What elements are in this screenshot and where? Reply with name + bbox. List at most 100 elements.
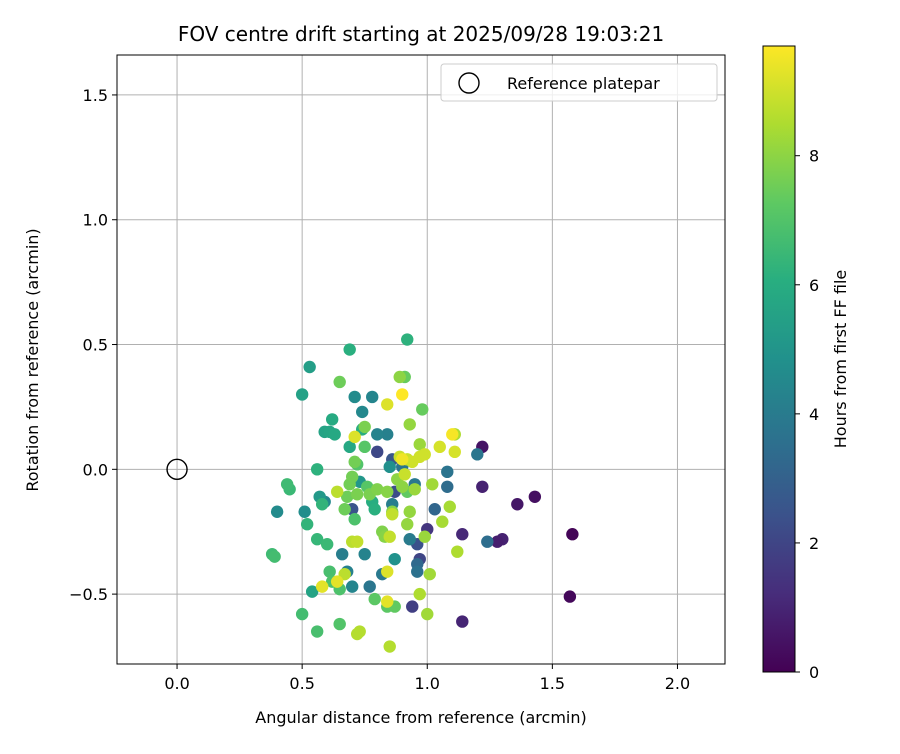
data-point bbox=[345, 580, 359, 593]
x-axis-ticks: 0.0 0.5 1.0 1.5 2.0 bbox=[164, 664, 690, 693]
data-point bbox=[396, 453, 409, 466]
data-point bbox=[310, 463, 324, 476]
data-point bbox=[371, 445, 384, 459]
reference-platepar-marker bbox=[166, 458, 188, 481]
data-point bbox=[295, 388, 309, 401]
data-point bbox=[381, 428, 394, 441]
data-point bbox=[315, 580, 329, 593]
legend-box bbox=[440, 63, 718, 102]
data-point bbox=[315, 498, 329, 511]
data-point bbox=[403, 505, 416, 518]
data-point bbox=[268, 550, 281, 563]
y-tick-label: −0.5 bbox=[69, 585, 108, 604]
data-point bbox=[368, 592, 381, 606]
data-point bbox=[310, 625, 324, 638]
data-point bbox=[388, 552, 401, 566]
data-point bbox=[393, 370, 406, 384]
data-point bbox=[328, 428, 341, 441]
data-point bbox=[356, 405, 369, 419]
data-point bbox=[441, 465, 454, 479]
data-point bbox=[436, 515, 449, 528]
data-point bbox=[325, 413, 339, 426]
colorbar-bar bbox=[762, 45, 796, 673]
data-point bbox=[353, 625, 366, 638]
data-point bbox=[333, 617, 346, 631]
data-point bbox=[303, 360, 316, 374]
data-point bbox=[406, 600, 419, 613]
x-tick-label: 0.0 bbox=[164, 674, 189, 693]
data-point bbox=[280, 478, 294, 491]
data-point bbox=[371, 428, 384, 441]
data-point bbox=[340, 490, 354, 503]
x-axis-label: Angular distance from reference (arcmin) bbox=[255, 708, 586, 727]
data-points bbox=[265, 333, 579, 653]
data-point bbox=[423, 567, 436, 581]
data-point bbox=[481, 535, 494, 548]
data-point bbox=[310, 533, 324, 546]
data-point bbox=[396, 388, 409, 401]
data-point bbox=[371, 483, 384, 496]
data-point bbox=[358, 420, 371, 434]
data-point bbox=[433, 440, 446, 454]
data-point bbox=[441, 480, 454, 493]
data-point bbox=[348, 455, 361, 469]
data-point bbox=[363, 580, 376, 593]
data-point bbox=[451, 545, 464, 558]
data-point bbox=[348, 390, 361, 404]
data-point bbox=[476, 480, 489, 493]
data-point bbox=[456, 528, 469, 541]
data-point bbox=[416, 403, 429, 416]
x-tick-label: 1.0 bbox=[415, 674, 440, 693]
data-point bbox=[381, 595, 394, 608]
data-point bbox=[446, 428, 459, 441]
data-point bbox=[330, 485, 344, 498]
data-point bbox=[338, 503, 351, 516]
data-point bbox=[386, 508, 399, 521]
data-point bbox=[348, 513, 361, 526]
data-point bbox=[348, 430, 361, 444]
data-point bbox=[401, 333, 414, 346]
data-point bbox=[343, 343, 356, 356]
data-point bbox=[350, 488, 364, 501]
y-tick-label: 0.5 bbox=[83, 336, 108, 355]
plot-frame bbox=[116, 54, 726, 665]
data-point bbox=[421, 607, 434, 621]
data-point bbox=[413, 438, 426, 451]
y-tick-label: 1.0 bbox=[83, 211, 108, 230]
data-point bbox=[428, 503, 441, 516]
data-point bbox=[563, 590, 577, 603]
colorbar-label: Hours from first FF file bbox=[831, 270, 850, 449]
data-point bbox=[456, 615, 469, 628]
legend-label: Reference platepar bbox=[507, 74, 660, 93]
data-point bbox=[528, 490, 542, 503]
colorbar-ticks: 0 2 4 6 8 bbox=[795, 147, 819, 682]
colorbar: 0 2 4 6 8 Hours from first FF file bbox=[762, 45, 850, 682]
colorbar-tick-label: 6 bbox=[809, 276, 819, 295]
data-point bbox=[418, 530, 431, 543]
colorbar-tick-label: 2 bbox=[809, 534, 819, 553]
data-point bbox=[383, 640, 396, 653]
data-point bbox=[381, 398, 394, 411]
data-point bbox=[358, 440, 371, 454]
data-point bbox=[270, 505, 284, 518]
y-tick-label: 0.0 bbox=[83, 460, 108, 479]
data-point bbox=[398, 468, 411, 481]
data-point bbox=[418, 448, 431, 461]
data-point bbox=[381, 565, 394, 578]
legend: Reference platepar bbox=[440, 63, 718, 102]
data-point bbox=[403, 418, 416, 431]
data-point bbox=[383, 530, 396, 543]
data-point bbox=[403, 533, 416, 546]
data-point bbox=[330, 575, 344, 588]
data-point bbox=[366, 390, 379, 404]
data-point bbox=[338, 567, 351, 581]
data-point bbox=[511, 498, 524, 511]
colorbar-tick-label: 4 bbox=[809, 405, 819, 424]
colorbar-tick-label: 0 bbox=[809, 663, 819, 682]
data-point bbox=[305, 585, 319, 598]
data-point bbox=[350, 535, 364, 548]
data-point bbox=[343, 440, 356, 454]
x-tick-label: 0.5 bbox=[289, 674, 314, 693]
data-point bbox=[300, 518, 314, 531]
data-point bbox=[368, 503, 381, 516]
